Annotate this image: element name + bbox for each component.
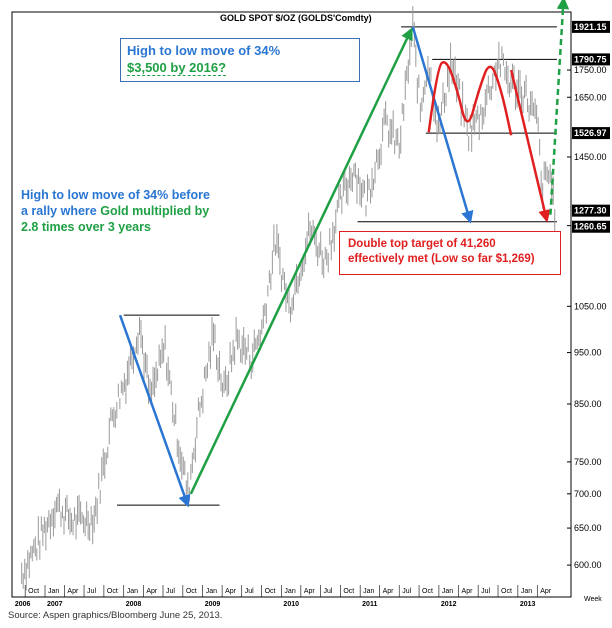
- x-unit-label: Week: [584, 596, 602, 603]
- x-tick-label: Jul: [323, 588, 332, 595]
- price-label-box: [572, 204, 610, 217]
- x-tick-label: Oct: [265, 588, 276, 595]
- y-tick-label: 1750.00: [574, 65, 607, 75]
- chart-title: GOLD SPOT $/OZ (GOLDS'Comdty): [220, 13, 372, 23]
- price-series: [21, 6, 556, 591]
- y-tick-label: 750.00: [574, 457, 602, 467]
- x-tick-label: Apr: [540, 588, 552, 595]
- y-axis: 600.00 650.00 700.00 750.00 850.00 950.00 1050…: [567, 20, 610, 570]
- annotation-box-double-top: Double top target of 41,260 effectively …: [339, 231, 561, 275]
- x-tick-label: Jan: [127, 588, 138, 595]
- trend-arrow: [189, 27, 413, 495]
- annotation-double-top-line1: Double top target of 41,260: [348, 238, 496, 250]
- trend-arrow: [411, 26, 474, 224]
- x-year-label: 2013: [520, 601, 536, 608]
- price-label: 1260.65: [574, 222, 607, 232]
- annotation-2008-line2b: Gold multiplied by: [100, 204, 210, 218]
- price-label-box: [572, 20, 610, 33]
- annotation-2008-line2a: a rally where: [21, 204, 101, 218]
- y-tick-label: 1050.00: [574, 301, 607, 311]
- trend-arrows: [118, 0, 570, 508]
- y-tick-label: 950.00: [574, 348, 602, 358]
- x-tick-label: Jul: [481, 588, 490, 595]
- x-year-label: 2007: [47, 601, 63, 608]
- x-tick-label: Jan: [442, 588, 453, 595]
- x-year-label: 2012: [441, 601, 457, 608]
- x-tick-label: Apr: [304, 588, 316, 595]
- trend-arrow: [118, 314, 191, 508]
- price-label: 1526.97: [574, 128, 607, 138]
- x-tick-label: Apr: [383, 588, 395, 595]
- x-tick-label: Oct: [28, 588, 39, 595]
- annotation-box-target: High to low move of 34% $3,500 by 2016?: [120, 38, 360, 82]
- x-tick-label: Jan: [48, 588, 59, 595]
- x-tick-label: Apr: [146, 588, 158, 595]
- trend-arrow: [509, 69, 551, 223]
- y-tick-label: 850.00: [574, 399, 602, 409]
- price-label-box: [572, 220, 610, 233]
- annotation-box-2008: High to low move of 34% before a rally w…: [15, 183, 255, 245]
- x-tick-label: Jan: [363, 588, 374, 595]
- price-label: 1277.30: [574, 206, 607, 216]
- annotation-box-target-line2: $3,500 by 2016?: [127, 59, 227, 76]
- annotation-double-top-line2: effectively met (Low so far $1,269): [348, 252, 535, 265]
- double-top-curve: [427, 61, 513, 136]
- y-tick-label: 700.00: [574, 489, 602, 499]
- x-tick-label: Jan: [206, 588, 217, 595]
- x-tick-label: Jul: [166, 588, 175, 595]
- x-tick-label: Apr: [67, 588, 79, 595]
- price-label-box: [572, 53, 610, 66]
- y-tick-label: 600.00: [574, 560, 602, 570]
- price-label-box: [572, 127, 610, 140]
- x-tick-label: Oct: [107, 588, 118, 595]
- source-note: Source: Aspen graphics/Bloomberg June 25…: [8, 610, 223, 621]
- x-tick-label: Jan: [521, 588, 532, 595]
- x-axis: Oct Jan Apr Jul Oct Jan Apr Jul Oct Jan Apr Jul Oct J…: [15, 585, 552, 608]
- x-tick-label: Apr: [462, 588, 474, 595]
- horizontal-levels: [117, 26, 557, 506]
- x-tick-label: Oct: [343, 588, 354, 595]
- x-year-label: 2011: [362, 601, 377, 608]
- x-tick-label: Jan: [284, 588, 295, 595]
- y-tick-label: 650.00: [574, 523, 602, 533]
- annotation-box-target-line1: High to low move of 34%: [127, 43, 281, 58]
- x-year-label: 2006: [15, 601, 31, 608]
- y-tick-label: 1650.00: [574, 92, 607, 102]
- y-tick-label: 1450.00: [574, 152, 607, 162]
- trend-arrow: [549, 0, 570, 215]
- price-label: 1790.75: [574, 54, 607, 64]
- x-tick-label: Oct: [186, 588, 197, 595]
- x-tick-label: Jul: [402, 588, 411, 595]
- x-tick-label: Oct: [422, 588, 433, 595]
- x-year-label: 2010: [283, 601, 299, 608]
- annotation-2008-line1: High to low move of 34% before: [21, 188, 210, 202]
- price-label: 1921.15: [574, 22, 607, 32]
- annotation-2008-line3: 2.8 times over 3 years: [21, 220, 151, 234]
- x-tick-label: Jul: [87, 588, 96, 595]
- x-tick-label: Apr: [225, 588, 237, 595]
- x-year-label: 2009: [205, 601, 221, 608]
- x-tick-label: Jul: [245, 588, 254, 595]
- x-year-label: 2008: [126, 601, 142, 608]
- x-tick-label: Oct: [501, 588, 512, 595]
